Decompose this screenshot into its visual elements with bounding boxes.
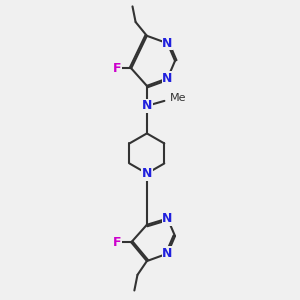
Text: N: N: [142, 99, 152, 112]
Text: N: N: [162, 37, 173, 50]
Text: N: N: [162, 72, 173, 85]
Text: Me: Me: [169, 93, 186, 103]
Text: F: F: [113, 236, 122, 249]
Text: F: F: [113, 62, 122, 75]
Text: N: N: [162, 212, 173, 225]
Text: N: N: [142, 167, 152, 180]
Text: N: N: [162, 247, 173, 260]
